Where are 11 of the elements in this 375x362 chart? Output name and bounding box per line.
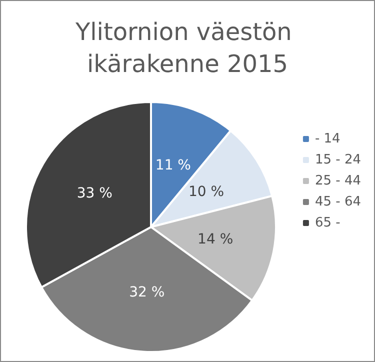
data-label: 10 % (188, 184, 224, 200)
data-label: 11 % (155, 157, 191, 174)
legend-label: 65 - (314, 216, 341, 230)
legend-label: 15 - 24 (314, 152, 362, 168)
data-label: 32 % (129, 284, 165, 300)
chart-title: Ylitornion väestön ikärakenne 2015 (74, 18, 300, 78)
data-label: 14 % (198, 231, 234, 248)
legend-label: 45 - 64 (314, 194, 362, 210)
legend-label: - 14 (314, 132, 340, 146)
legend-label: 25 - 44 (314, 174, 362, 188)
data-label: 33 % (76, 186, 112, 202)
